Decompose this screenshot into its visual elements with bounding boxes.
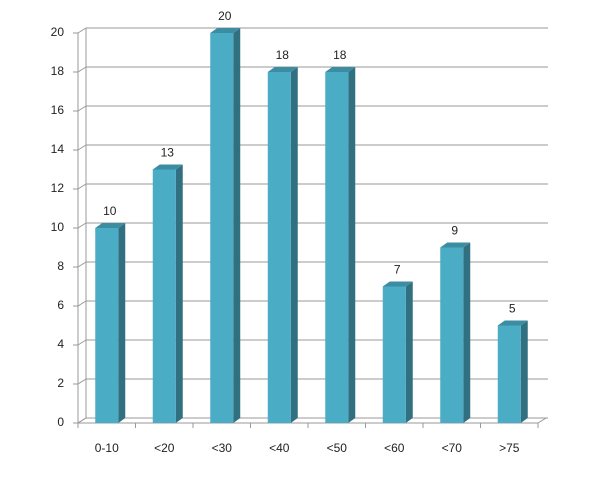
y-tick-label: 14 (51, 142, 65, 156)
x-tick-label: <60 (384, 441, 405, 455)
grid-line-side (77, 66, 87, 73)
grid-line-side (77, 144, 87, 151)
bar (152, 164, 183, 423)
bar-side (290, 67, 298, 423)
y-tick-label: 8 (57, 259, 64, 273)
bar-front (152, 169, 176, 423)
grid-line-side (77, 183, 87, 190)
value-label: 9 (451, 224, 458, 238)
value-label: 7 (394, 263, 401, 277)
y-tick-label: 2 (57, 376, 64, 390)
bar-side (175, 164, 183, 423)
bar-side (463, 242, 471, 423)
grid-line-side (77, 222, 87, 229)
value-label: 18 (276, 48, 290, 62)
y-tick-label: 6 (57, 298, 64, 312)
y-tick-label: 10 (51, 220, 65, 234)
x-tick-label: <30 (212, 441, 233, 455)
bar-front (267, 72, 291, 423)
value-label: 20 (218, 9, 232, 23)
grid-line-side (77, 417, 87, 424)
grid-line-side (77, 378, 87, 385)
bar-front (497, 325, 521, 423)
bar (267, 67, 298, 423)
bar-side (118, 223, 126, 423)
bar-top (440, 242, 471, 248)
bar-top (325, 67, 356, 72)
y-tick-label: 18 (51, 64, 65, 78)
value-label: 13 (161, 146, 175, 160)
bar-top (152, 164, 183, 170)
x-tick-label: <40 (269, 441, 290, 455)
grid-line-side (77, 27, 87, 34)
bar-top (95, 223, 126, 228)
bar (325, 67, 356, 423)
bar-top (210, 28, 241, 33)
y-tick-label: 0 (57, 415, 64, 429)
bar (497, 320, 528, 423)
bar-front (382, 286, 406, 423)
bar-side (520, 320, 528, 423)
value-label: 10 (103, 204, 117, 218)
bar-front (210, 33, 234, 423)
y-tick-label: 16 (51, 103, 65, 117)
y-tick-label: 20 (51, 25, 65, 39)
bar-side (405, 281, 413, 423)
bar-top (497, 320, 528, 326)
bar-front (95, 228, 119, 423)
x-tick-label: 0-10 (95, 441, 119, 455)
y-tick-label: 12 (51, 181, 65, 195)
x-tick-label: >75 (499, 441, 520, 455)
bar-side (233, 28, 241, 423)
x-tick-label: <70 (442, 441, 463, 455)
bar (95, 223, 126, 423)
bar (440, 242, 471, 423)
y-tick-label: 4 (57, 337, 64, 351)
x-tick-label: <50 (327, 441, 348, 455)
bar (382, 281, 413, 423)
grid-line-side (77, 300, 87, 307)
bar-front (440, 247, 464, 423)
x-tick-label: <20 (154, 441, 175, 455)
bar-top (267, 67, 298, 72)
bar-top (382, 281, 413, 287)
bar-front (325, 72, 349, 423)
value-label: 18 (333, 48, 347, 62)
bar (210, 28, 241, 423)
grid-line-side (77, 105, 87, 112)
grid-line-side (77, 261, 87, 268)
bar-side (348, 67, 356, 423)
grid-line-side (77, 339, 87, 346)
value-label: 5 (509, 302, 516, 316)
